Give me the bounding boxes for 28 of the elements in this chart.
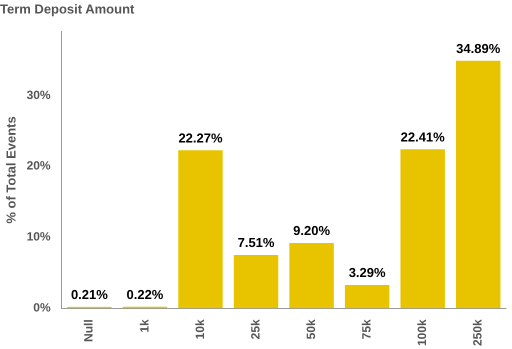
data-label: 0.21% bbox=[70, 286, 108, 302]
y-tick-label: 30% bbox=[26, 88, 51, 102]
data-label: 34.89% bbox=[456, 40, 501, 56]
y-tick-label: 0% bbox=[33, 300, 51, 315]
x-tick-label: 75k bbox=[359, 318, 374, 340]
bar bbox=[344, 284, 390, 308]
x-tick-label: 10k bbox=[192, 318, 207, 340]
x-tick-label: 100k bbox=[414, 318, 429, 346]
chart-title: Term Deposit Amount bbox=[0, 1, 136, 16]
data-label: 22.41% bbox=[400, 129, 446, 144]
bar bbox=[234, 255, 278, 308]
y-tick-label: 20% bbox=[26, 158, 51, 173]
bar bbox=[400, 149, 445, 308]
data-label: 3.29% bbox=[348, 265, 386, 280]
data-label: 0.22% bbox=[126, 286, 164, 302]
data-label: 22.27% bbox=[178, 130, 223, 146]
data-label: 9.20% bbox=[293, 223, 330, 238]
y-tick-label: 10% bbox=[26, 230, 51, 244]
bar bbox=[456, 60, 500, 308]
x-tick-label: 1k bbox=[137, 318, 152, 333]
bar bbox=[289, 243, 334, 308]
y-axis-title: % of Total Events bbox=[3, 116, 18, 224]
x-tick-label: 250k bbox=[470, 318, 485, 346]
bar bbox=[178, 150, 223, 308]
x-tick-label: 50k bbox=[304, 318, 318, 340]
x-tick-label: Null bbox=[82, 319, 96, 342]
data-label: 7.51% bbox=[238, 235, 275, 250]
x-tick-label: 25k bbox=[248, 318, 262, 340]
